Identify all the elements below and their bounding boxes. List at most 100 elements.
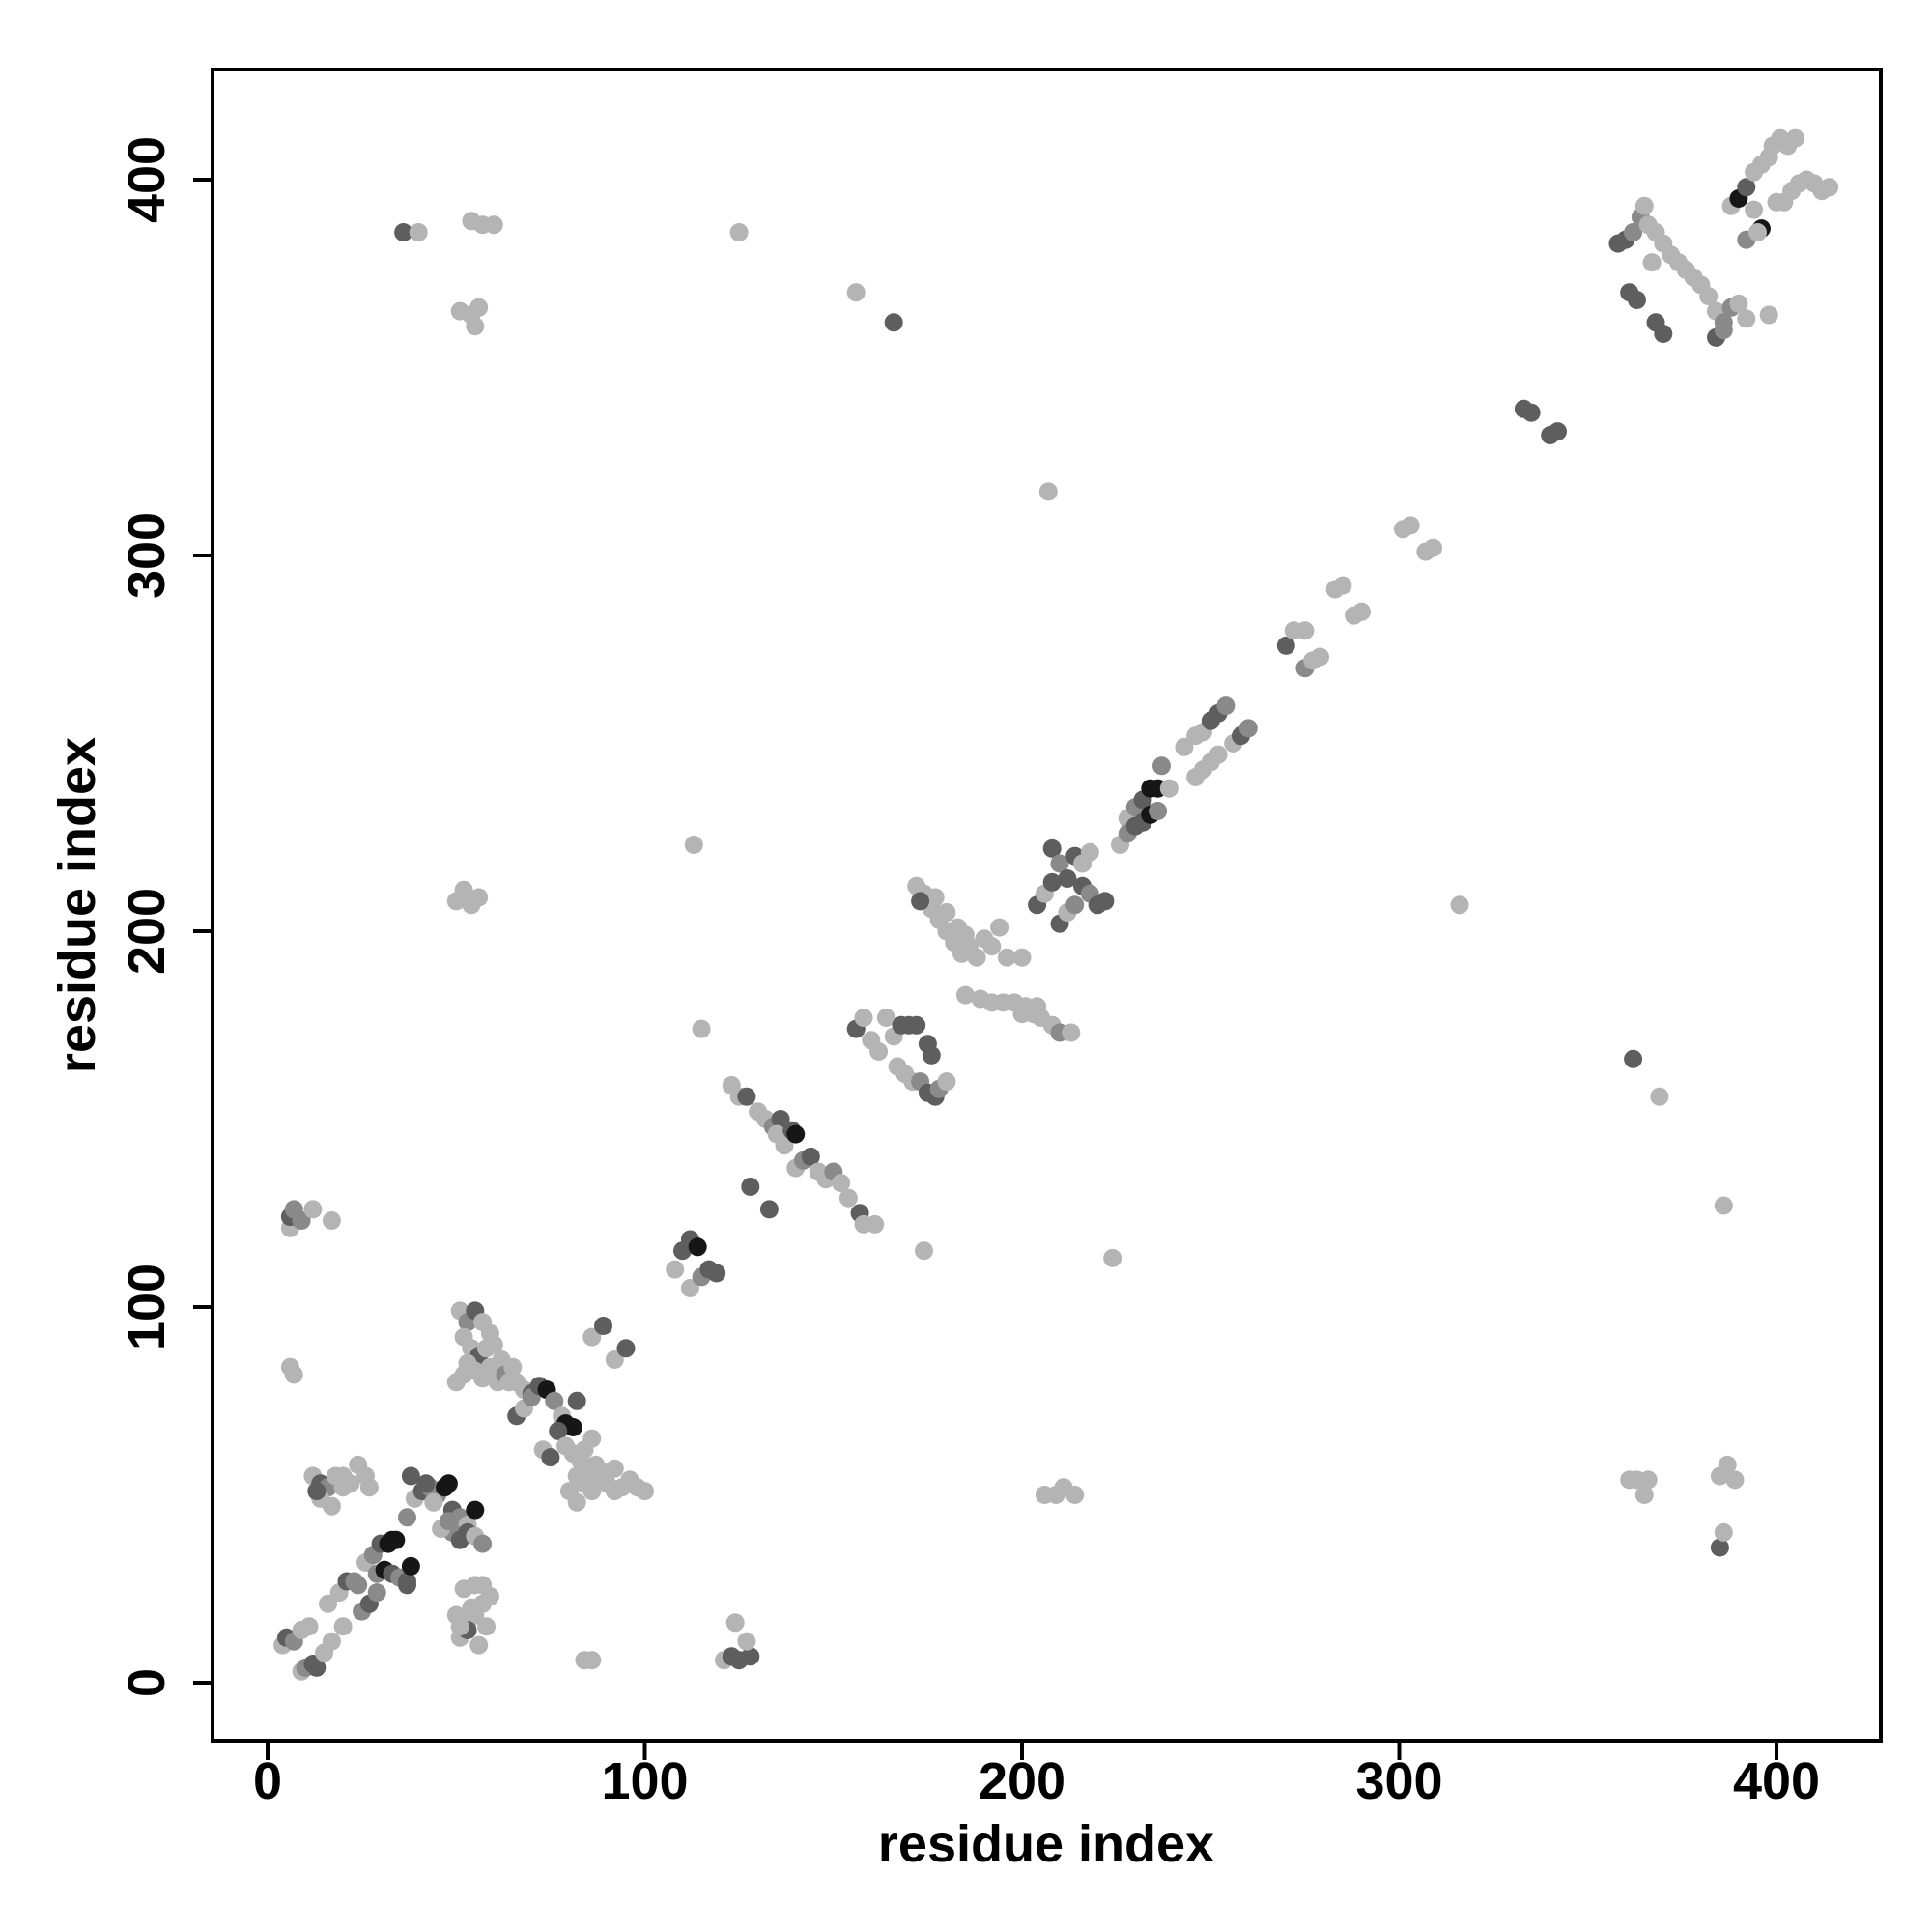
data-point	[549, 1421, 568, 1440]
data-point	[737, 1087, 756, 1106]
data-point	[911, 892, 930, 911]
data-point	[729, 223, 749, 242]
data-point	[725, 1613, 745, 1633]
y-axis-title: residue index	[48, 737, 106, 1073]
data-point	[771, 1110, 790, 1128]
data-point	[484, 215, 503, 235]
x-axis: 0 100 200 300 400	[253, 1741, 1820, 1810]
data-point	[469, 298, 489, 317]
data-point	[563, 1418, 582, 1436]
data-point	[707, 1264, 726, 1283]
data-point	[1737, 309, 1756, 328]
data-point	[759, 1200, 779, 1219]
data-point	[398, 1576, 416, 1595]
data-point	[299, 1617, 319, 1636]
data-point	[982, 937, 1002, 956]
data-point	[1276, 636, 1295, 655]
data-point	[832, 1174, 851, 1193]
data-point	[394, 223, 413, 242]
data-point	[1038, 482, 1058, 501]
data-point	[884, 313, 903, 332]
y-tick-label: 0	[118, 1668, 176, 1697]
data-point	[967, 948, 986, 967]
data-point	[473, 1534, 493, 1553]
data-point	[469, 888, 489, 907]
data-point	[484, 1335, 503, 1354]
data-point	[541, 1448, 560, 1467]
data-point	[307, 1658, 327, 1677]
data-point	[1654, 325, 1673, 343]
data-point	[292, 1211, 311, 1230]
data-point	[322, 1496, 341, 1516]
data-point	[473, 1576, 493, 1595]
data-point	[582, 1651, 602, 1670]
data-point	[1642, 253, 1662, 272]
x-tick-label: 0	[253, 1752, 282, 1810]
data-point	[955, 985, 975, 1005]
data-point	[1042, 838, 1062, 858]
y-tick-label: 200	[118, 888, 176, 975]
data-point	[1650, 1087, 1669, 1106]
data-point	[1149, 802, 1168, 820]
data-point	[741, 1178, 760, 1196]
data-point	[1238, 719, 1258, 738]
data-point	[666, 1260, 685, 1279]
data-point	[1820, 178, 1839, 197]
y-tick-label: 300	[118, 512, 176, 599]
data-point	[1042, 872, 1062, 892]
data-point	[925, 888, 945, 907]
data-point	[1759, 305, 1778, 325]
data-point	[1065, 1486, 1085, 1504]
data-point	[1050, 854, 1069, 873]
data-point	[692, 1019, 711, 1038]
data-point	[1710, 1538, 1729, 1557]
data-point	[1729, 294, 1748, 313]
data-point	[466, 317, 485, 336]
data-point	[937, 903, 956, 922]
data-point	[838, 1188, 858, 1208]
data-point	[1634, 1486, 1654, 1504]
data-point	[1718, 1455, 1737, 1474]
data-point	[1065, 895, 1085, 915]
data-point	[605, 1459, 624, 1478]
data-point	[367, 1583, 386, 1603]
data-point	[349, 1576, 368, 1595]
data-point	[775, 1136, 794, 1155]
data-point	[1521, 403, 1541, 422]
x-tick-label: 400	[1733, 1752, 1820, 1810]
data-point	[1103, 1248, 1122, 1267]
data-point	[688, 1237, 707, 1257]
data-point	[1699, 287, 1719, 306]
data-point	[424, 1492, 443, 1512]
data-point	[477, 1617, 496, 1636]
data-point	[1080, 842, 1099, 862]
data-point	[866, 1214, 885, 1234]
data-point	[386, 1530, 406, 1549]
data-point	[303, 1200, 323, 1219]
data-point	[503, 1357, 523, 1377]
x-tick-label: 300	[1355, 1752, 1442, 1810]
data-point	[1748, 223, 1767, 242]
y-axis: 0 100 200 300 400	[118, 136, 213, 1697]
data-points	[273, 128, 1839, 1681]
data-point	[1624, 223, 1643, 242]
data-point	[582, 1327, 602, 1347]
data-point	[322, 1632, 341, 1651]
data-point	[854, 1009, 873, 1027]
data-point	[1548, 422, 1567, 441]
data-point	[605, 1350, 624, 1369]
data-point	[545, 1391, 564, 1410]
x-tick-label: 200	[979, 1752, 1065, 1810]
data-point	[937, 1072, 956, 1092]
data-point	[1725, 1470, 1745, 1490]
data-point	[284, 1365, 303, 1384]
data-point	[409, 223, 428, 242]
data-point	[636, 1482, 654, 1501]
data-point	[333, 1478, 353, 1497]
data-point	[1175, 737, 1194, 756]
data-point	[846, 283, 866, 302]
data-point	[741, 1647, 760, 1666]
data-point	[1095, 892, 1115, 911]
data-point	[499, 1373, 519, 1392]
data-point	[439, 1512, 458, 1531]
